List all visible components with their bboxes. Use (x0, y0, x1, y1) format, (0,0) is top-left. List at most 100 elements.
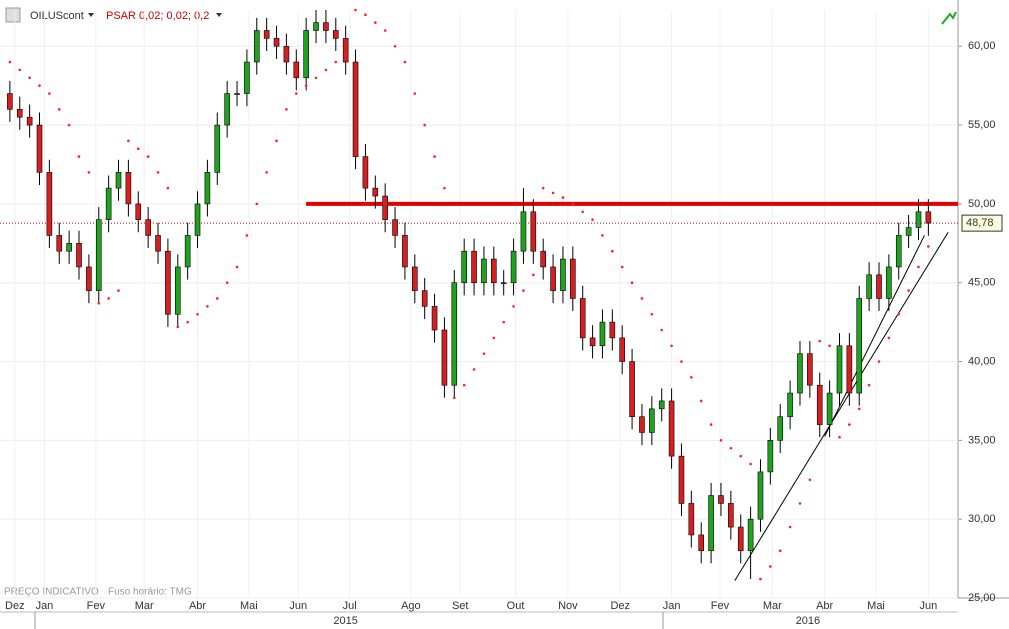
candle-body (787, 392, 793, 418)
candle-body (767, 440, 774, 473)
x-tick-label: Abr (189, 600, 206, 612)
psar-dot (699, 399, 703, 403)
psar-dot (482, 352, 486, 355)
x-tick-label: Mai (867, 600, 885, 612)
psar-dot (364, 13, 367, 17)
psar-dot (67, 123, 71, 127)
psar-dot (186, 320, 189, 324)
candle-body (895, 235, 902, 268)
candle-body (905, 227, 912, 236)
candle-body (708, 495, 714, 552)
candle-body (7, 93, 13, 110)
candle-body (125, 172, 132, 205)
psar-dot (215, 297, 219, 300)
psar-dot (77, 155, 81, 158)
psar-dot (57, 108, 61, 111)
psar-dot (136, 147, 140, 151)
candle-body (165, 250, 171, 315)
candle-body (16, 109, 23, 118)
candle-body (925, 211, 932, 224)
psar-dot (117, 289, 120, 292)
psar-dot (798, 502, 802, 505)
candle-body (688, 503, 695, 536)
candle-body (293, 61, 300, 79)
candle-body (303, 30, 309, 79)
psar-dot (18, 68, 22, 72)
psar-dot (225, 281, 229, 285)
y-tick-label: 60,00 (968, 40, 996, 52)
year-label: 2016 (796, 615, 820, 627)
psar-dot (255, 202, 259, 206)
psar-dot (877, 360, 881, 363)
x-tick-label: Abr (816, 600, 833, 612)
y-tick-label: 50,00 (968, 198, 996, 210)
psar-dot (709, 423, 713, 426)
dropdown-arrow[interactable] (216, 13, 222, 17)
trendline (734, 232, 949, 581)
candle-body (451, 282, 458, 386)
psar-dot (857, 407, 861, 411)
candle-body (718, 495, 724, 504)
psar-dot (472, 368, 476, 371)
x-tick-label: Ago (401, 600, 421, 612)
psar-dot (492, 336, 496, 340)
candle-body (668, 400, 675, 457)
candle-body (797, 353, 803, 394)
footnote: PREÇO INDICATIVO (4, 587, 99, 598)
candle-body (510, 250, 517, 284)
candle-body (174, 266, 181, 315)
candle-body (323, 22, 329, 31)
psar-dot (650, 312, 654, 316)
x-tick-label: Dez (610, 600, 630, 612)
candle-body (599, 321, 606, 347)
last-price-label: 48,78 (966, 217, 994, 229)
psar-dot (719, 439, 723, 442)
candle-body (441, 329, 448, 386)
candle-body (500, 282, 507, 285)
candle-body (570, 258, 576, 299)
x-tick-label: Mar (763, 600, 782, 612)
candle-body (747, 518, 754, 552)
dropdown-arrow[interactable] (88, 13, 94, 17)
candle-body (273, 38, 280, 47)
x-tick-label: Nov (558, 600, 578, 612)
psar-dot (532, 273, 535, 277)
x-tick-label: Out (507, 600, 525, 612)
candle-body (224, 93, 230, 126)
x-tick-label: Jun (919, 600, 937, 612)
psar-dot (206, 305, 209, 308)
psar-dot (848, 423, 851, 426)
y-axis-area (958, 0, 1009, 629)
psar-dot (788, 525, 792, 529)
psar-dot (601, 234, 604, 237)
candle-body (678, 455, 685, 504)
psar-dot (561, 196, 565, 199)
psar-dot (294, 92, 298, 95)
candle-body (639, 416, 645, 433)
psar-dot (433, 155, 436, 158)
psar-dot (769, 565, 772, 568)
y-tick-label: 35,00 (968, 434, 996, 446)
psar-dot (393, 44, 397, 48)
candle-body (362, 156, 369, 189)
y-tick-label: 30,00 (968, 513, 996, 525)
candle-body (826, 392, 833, 425)
candle-body (184, 235, 191, 268)
candle-body (816, 384, 823, 425)
candle-body (471, 250, 477, 284)
candle-body (283, 45, 290, 63)
psar-dot (403, 60, 407, 64)
psar-dot (729, 446, 733, 450)
psar-dot (265, 171, 268, 174)
psar-dot (344, 52, 347, 56)
psar-dot (630, 281, 634, 285)
candle-body (382, 195, 388, 220)
psar-dot (314, 76, 318, 80)
y-tick-label: 55,00 (968, 119, 996, 131)
candle-body (886, 266, 892, 299)
x-tick-label: Jun (289, 600, 307, 612)
x-tick-label: Jan (36, 600, 54, 612)
trendline (824, 235, 925, 437)
psar-dot (838, 435, 841, 439)
psar-dot (156, 171, 160, 174)
